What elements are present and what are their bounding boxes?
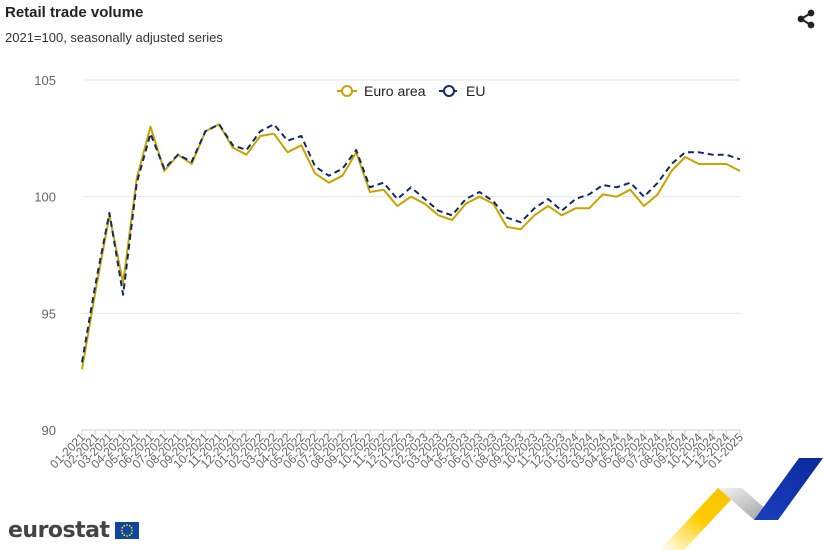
logo-text: eurostat [8, 518, 110, 543]
y-axis-ticks: 90 95 100 105 [34, 73, 56, 438]
y-tick-label: 105 [34, 73, 56, 88]
chart-subtitle: 2021=100, seasonally adjusted series [5, 30, 223, 45]
y-tick-label: 100 [34, 190, 56, 205]
eu-flag-icon [114, 522, 139, 539]
legend-item-eu[interactable]: EU [439, 83, 485, 99]
legend-item-euro-area[interactable]: Euro area [337, 83, 426, 99]
series-line-eu[interactable] [81, 123, 741, 363]
share-icon[interactable] [795, 8, 817, 30]
y-tick-label: 95 [42, 306, 56, 321]
series-line-euro-area[interactable] [81, 123, 741, 370]
legend-marker [341, 85, 353, 97]
eurostat-logo: eurostat [8, 518, 139, 543]
series-lines [81, 123, 741, 370]
chart-title: Retail trade volume [5, 4, 144, 21]
y-tick-label: 90 [42, 423, 56, 438]
legend-label: EU [466, 83, 485, 99]
legend: Euro area EU [337, 83, 485, 99]
legend-marker [443, 85, 455, 97]
grid-lines [82, 79, 740, 431]
decorative-ribbon-icon [660, 458, 823, 550]
x-axis-ticks: 01-202102-202103-202104-202105-202106-20… [47, 430, 746, 471]
legend-label: Euro area [364, 83, 426, 99]
